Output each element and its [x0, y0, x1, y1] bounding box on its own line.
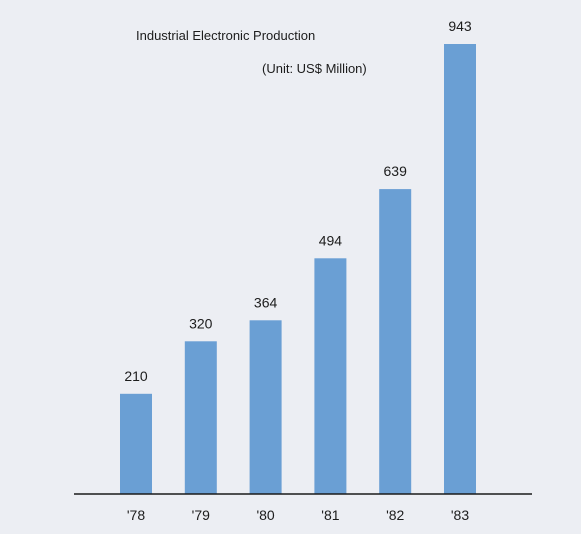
- bar-5: [444, 44, 476, 494]
- data-label-4: 639: [384, 163, 408, 179]
- chart-title: Industrial Electronic Production: [136, 28, 315, 43]
- x-tick-label-4: '82: [386, 507, 404, 523]
- bar-4: [379, 189, 412, 494]
- bar-1: [184, 341, 217, 494]
- chart-subtitle: (Unit: US$ Million): [262, 61, 367, 76]
- bars-group: [120, 44, 476, 494]
- x-tick-label-1: '79: [192, 507, 210, 523]
- data-label-3: 494: [319, 232, 343, 248]
- x-tick-label-2: '80: [256, 507, 274, 523]
- bar-2: [249, 320, 282, 494]
- bar-3: [314, 258, 347, 494]
- data-label-5: 943: [448, 18, 472, 34]
- data-label-0: 210: [124, 368, 148, 384]
- x-tick-label-5: '83: [451, 507, 469, 523]
- bar-0: [120, 393, 152, 494]
- data-label-1: 320: [189, 315, 213, 331]
- x-tick-label-0: '78: [127, 507, 145, 523]
- x-tick-labels-group: '78 '79 '80 '81 '82 '83: [127, 507, 469, 523]
- x-tick-label-3: '81: [321, 507, 339, 523]
- data-label-2: 364: [254, 294, 278, 310]
- data-labels-group: 210 320 364 494 639 943: [124, 18, 472, 384]
